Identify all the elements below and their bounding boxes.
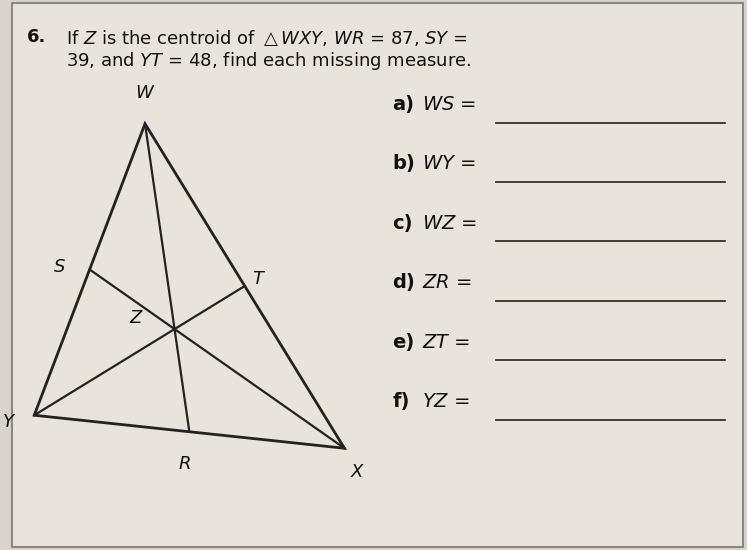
Text: $YZ$ =: $YZ$ = — [422, 392, 470, 411]
Text: $ZT$ =: $ZT$ = — [422, 333, 471, 351]
Text: 39, and $YT$ = 48, find each missing measure.: 39, and $YT$ = 48, find each missing mea… — [66, 50, 471, 72]
Text: $X$: $X$ — [350, 463, 365, 481]
Text: $T$: $T$ — [252, 271, 266, 288]
Text: c): c) — [392, 214, 413, 233]
Text: 6.: 6. — [27, 28, 46, 46]
Text: If $Z$ is the centroid of $\triangle WXY$, $WR$ = 87, $SY$ =: If $Z$ is the centroid of $\triangle WXY… — [66, 28, 468, 47]
Text: $S$: $S$ — [53, 258, 66, 276]
Text: $Z$: $Z$ — [128, 309, 143, 327]
FancyBboxPatch shape — [12, 3, 743, 547]
Text: f): f) — [392, 392, 410, 411]
Text: $W$: $W$ — [135, 84, 155, 102]
Text: $WZ$ =: $WZ$ = — [422, 214, 477, 233]
Text: $WY$ =: $WY$ = — [422, 155, 476, 173]
Text: $Y$: $Y$ — [1, 414, 16, 431]
Text: a): a) — [392, 95, 415, 114]
Text: $WS$ =: $WS$ = — [422, 95, 477, 114]
Text: $ZR$ =: $ZR$ = — [422, 273, 472, 292]
Text: e): e) — [392, 333, 415, 351]
Text: b): b) — [392, 155, 415, 173]
Text: d): d) — [392, 273, 415, 292]
Text: $R$: $R$ — [178, 455, 190, 474]
